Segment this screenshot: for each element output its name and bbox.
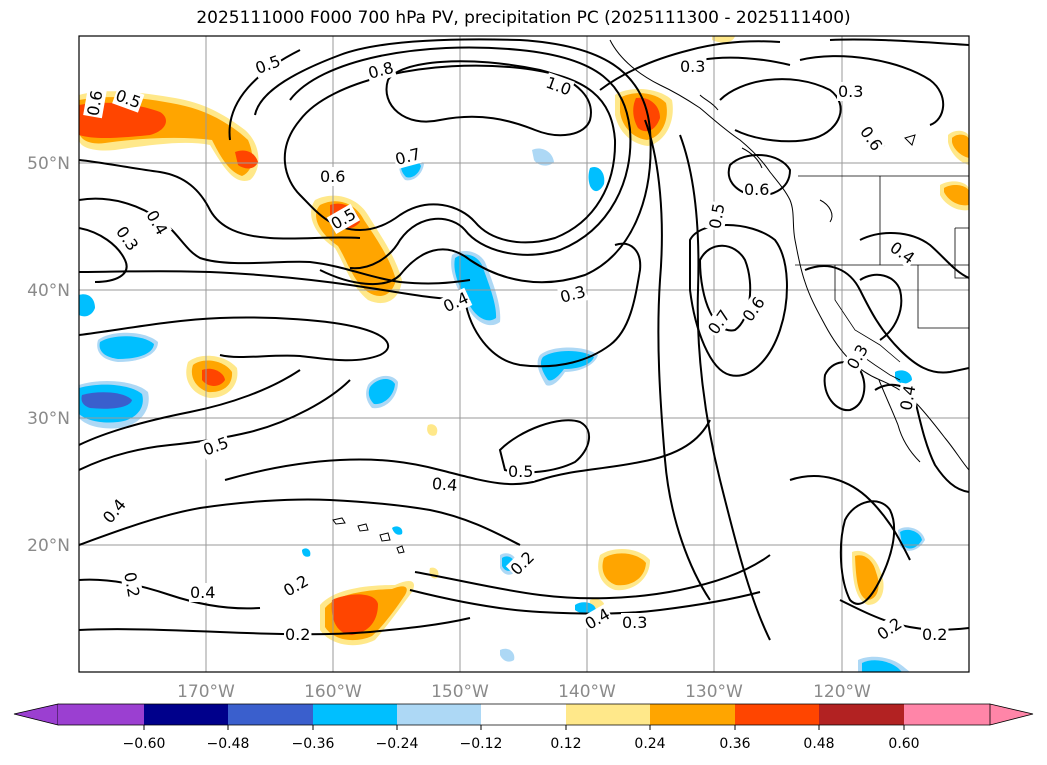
lon-tick-label: 160°W: [304, 682, 362, 702]
colorbar-extend-left: [13, 703, 59, 726]
lat-tick-labels: 50°N 40°N 30°N 20°N: [27, 154, 70, 556]
contour-label: 0.3: [838, 82, 863, 101]
lon-tick-label: 150°W: [431, 682, 489, 702]
contour-label: 0.6: [83, 89, 106, 117]
lat-tick-label: 50°N: [27, 154, 70, 174]
contour-label: 0.6: [744, 180, 769, 199]
colorbar-tick-label: −0.24: [376, 736, 419, 752]
contour-label: 0.5: [508, 462, 533, 481]
lon-tick-label: 170°W: [177, 682, 235, 702]
map-frame: [78, 35, 970, 673]
colorbar-segment: [735, 704, 819, 725]
contour-label: 0.3: [622, 613, 647, 632]
lat-tick-label: 20°N: [27, 536, 70, 556]
colorbar-segment: [58, 704, 144, 725]
lon-tick-label: 130°W: [685, 682, 743, 702]
colorbar-segment: [228, 704, 313, 725]
contour-label: 0.2: [922, 625, 947, 644]
colorbar-tick-label: −0.60: [123, 736, 166, 752]
contour-label: 0.2: [120, 571, 143, 599]
precip-fill-positive: [79, 36, 969, 646]
contour-label: 0.4: [431, 474, 458, 495]
lon-tick-label: 140°W: [558, 682, 616, 702]
colorbar-segment: [397, 704, 481, 725]
colorbar-segment: [650, 704, 735, 725]
colorbar-segment: [566, 704, 650, 725]
colorbar-tick-labels: −0.60 −0.48 −0.36 −0.24 −0.12 0.12 0.24 …: [123, 736, 920, 752]
colorbar-tick-label: 0.48: [803, 736, 834, 752]
colorbar-tick-label: 0.12: [550, 736, 581, 752]
colorbar-tick-label: 0.60: [888, 736, 919, 752]
map-title: 2025111000 F000 700 hPa PV, precipitatio…: [196, 8, 851, 28]
contour-label: 0.4: [190, 583, 215, 602]
contour-label: 0.2: [285, 625, 310, 644]
colorbar-segment: [481, 704, 566, 725]
hawaii-islands: [332, 517, 405, 554]
contour-label: 0.6: [320, 167, 345, 186]
contour-label: 0.5: [705, 202, 728, 230]
colorbar-tick-label: −0.48: [207, 736, 250, 752]
colorbar-segment: [819, 704, 904, 725]
contour-label: 0.4: [896, 384, 919, 412]
colorbar-segment: [904, 704, 990, 725]
lon-tick-label: 120°W: [813, 682, 871, 702]
colorbar-tick-label: −0.12: [460, 736, 503, 752]
colorbar-tick-marks: [143, 725, 905, 730]
lon-tick-labels: 170°W 160°W 150°W 140°W 130°W 120°W: [177, 682, 871, 702]
map-grid: [79, 36, 969, 672]
colorbar-tick-label: −0.36: [292, 736, 335, 752]
contour-label: 0.3: [680, 57, 705, 76]
colorbar-extend-right: [989, 703, 1034, 726]
precip-fill-negative: [79, 148, 925, 672]
colorbar-segment: [313, 704, 397, 725]
colorbar-tick-label: 0.36: [719, 736, 750, 752]
state-borders: [795, 175, 969, 381]
colorbar-segment: [144, 704, 228, 725]
colorbar: −0.60 −0.48 −0.36 −0.24 −0.12 0.12 0.24 …: [13, 703, 1034, 752]
colorbar-tick-label: 0.24: [634, 736, 665, 752]
lat-tick-label: 30°N: [27, 409, 70, 429]
lat-tick-label: 40°N: [27, 281, 70, 301]
